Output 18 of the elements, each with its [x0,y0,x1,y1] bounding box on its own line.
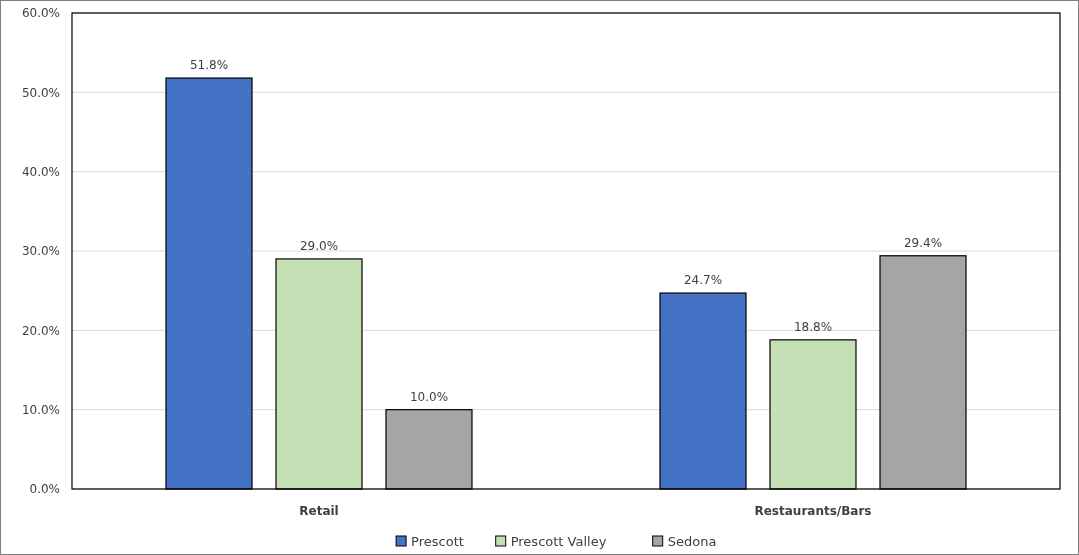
y-tick-label: 50.0% [21,85,60,100]
x-tick-label: Restaurants/Bars [754,504,872,518]
legend-label: Sedona [667,533,717,549]
y-tick-label: 60.0% [21,6,60,21]
data-label: 29.0% [299,238,339,253]
data-label: 18.8% [793,319,833,334]
x-tick-label: Retail [299,504,339,518]
y-tick-label: 0.0% [29,482,60,497]
y-tick-label: 20.0% [21,323,60,338]
y-tick-label: 10.0% [21,402,60,417]
data-label: 29.4% [903,235,943,250]
data-label: 51.8% [189,58,229,73]
legend-label: Prescott [411,533,464,549]
y-tick-label: 40.0% [21,164,60,179]
data-label: 10.0% [409,389,449,404]
y-tick-label: 30.0% [21,244,60,259]
legend-label: Prescott Valley [510,533,607,549]
data-label: 24.7% [683,273,723,288]
